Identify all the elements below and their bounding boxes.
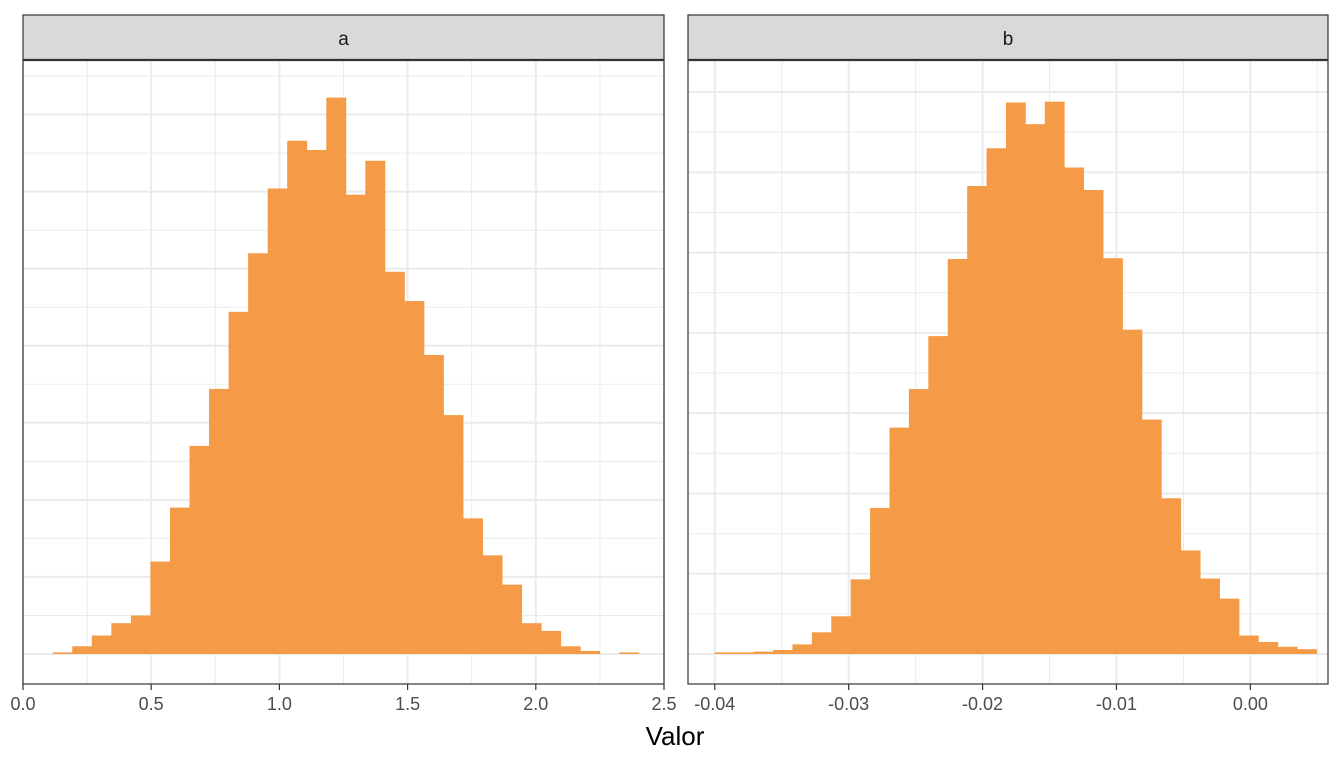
x-tick-label: -0.02 bbox=[962, 694, 1003, 714]
histogram-bar bbox=[947, 259, 968, 654]
facet-panel-b: b -0.04 -0.03 -0.02 -0.01 0.00 bbox=[687, 14, 1329, 714]
histogram-bar bbox=[1064, 167, 1085, 654]
histogram-bar bbox=[889, 427, 910, 654]
histogram-bar bbox=[1122, 329, 1143, 654]
histogram-bar bbox=[384, 271, 405, 654]
histogram-bar bbox=[908, 389, 929, 654]
histogram-bar bbox=[189, 445, 210, 654]
x-tick-label: 2.5 bbox=[651, 694, 676, 714]
histogram-bar bbox=[52, 652, 73, 654]
histogram-bar bbox=[326, 97, 347, 654]
histogram-bar bbox=[619, 652, 640, 654]
histogram-bar bbox=[482, 555, 503, 654]
histogram-bar bbox=[714, 652, 735, 654]
histogram-bar bbox=[502, 584, 523, 654]
histogram-bar bbox=[773, 649, 793, 654]
histogram-bar bbox=[1025, 124, 1046, 654]
histogram-bar bbox=[443, 415, 464, 654]
x-tick-label: -0.04 bbox=[694, 694, 735, 714]
x-tick-label: 0.0 bbox=[10, 694, 35, 714]
histogram-bar bbox=[850, 579, 871, 654]
histogram-bar bbox=[306, 149, 327, 654]
histogram-bar bbox=[72, 646, 93, 654]
histogram-bar bbox=[111, 623, 132, 654]
x-tick-label: 1.5 bbox=[395, 694, 420, 714]
histogram-bar bbox=[1297, 649, 1318, 654]
histogram-bar bbox=[541, 630, 562, 654]
facet-strip-label: b bbox=[1003, 29, 1014, 50]
histogram-bar bbox=[870, 507, 890, 654]
facet-strip bbox=[687, 14, 1329, 61]
histogram-bar bbox=[1180, 550, 1201, 654]
histogram-bar bbox=[228, 311, 249, 654]
histogram-bar bbox=[1200, 578, 1220, 654]
histogram-bar bbox=[287, 140, 308, 655]
histogram-bar bbox=[130, 615, 151, 654]
x-tick-label: 1.0 bbox=[267, 694, 292, 714]
x-tick-label: 2.0 bbox=[523, 694, 548, 714]
histogram-bar bbox=[1277, 646, 1298, 654]
histogram-bar bbox=[1044, 101, 1065, 654]
histogram-bar bbox=[1005, 102, 1026, 654]
facet-strip-label: a bbox=[338, 29, 349, 50]
histogram-bar bbox=[792, 644, 813, 654]
histogram-bar bbox=[209, 388, 229, 654]
histogram-bar bbox=[753, 651, 774, 654]
histogram-bar bbox=[986, 148, 1007, 654]
histogram-bar bbox=[580, 650, 601, 654]
histogram-bar bbox=[1103, 258, 1123, 654]
histogram-bar bbox=[811, 632, 832, 654]
x-tick-label: 0.00 bbox=[1233, 694, 1268, 714]
histogram-bar bbox=[831, 616, 852, 654]
histogram-bar bbox=[150, 561, 171, 654]
histogram-bar bbox=[928, 336, 949, 654]
histogram-bar bbox=[345, 194, 366, 654]
x-tick-label: -0.03 bbox=[828, 694, 869, 714]
histogram-bar bbox=[248, 253, 269, 654]
histogram-bar bbox=[404, 301, 425, 654]
histogram-bar bbox=[91, 635, 112, 654]
histogram-bar bbox=[1141, 419, 1162, 654]
histogram-bar bbox=[734, 652, 755, 654]
x-axis-title: Valor bbox=[646, 721, 705, 751]
histogram-bar bbox=[1083, 189, 1104, 654]
histogram-bar bbox=[463, 518, 483, 654]
facet-panel-a: a 0.0 0.5 1.0 1.5 2.0 2.5 bbox=[10, 14, 677, 714]
histogram-bar bbox=[521, 623, 542, 654]
histogram-bar bbox=[560, 646, 581, 654]
histogram-bar bbox=[169, 507, 190, 654]
histogram-bar bbox=[267, 188, 288, 654]
facet-strip bbox=[22, 14, 665, 61]
histogram-bar bbox=[365, 160, 386, 655]
histogram-bar bbox=[1238, 635, 1259, 654]
histogram-bar bbox=[1161, 498, 1182, 654]
x-tick-label: 0.5 bbox=[139, 694, 164, 714]
x-tick-label: -0.01 bbox=[1096, 694, 1137, 714]
histogram-bar bbox=[967, 185, 987, 654]
histogram-bar bbox=[1258, 641, 1279, 654]
histogram-bar bbox=[423, 354, 444, 654]
histogram-bar bbox=[1219, 598, 1240, 654]
